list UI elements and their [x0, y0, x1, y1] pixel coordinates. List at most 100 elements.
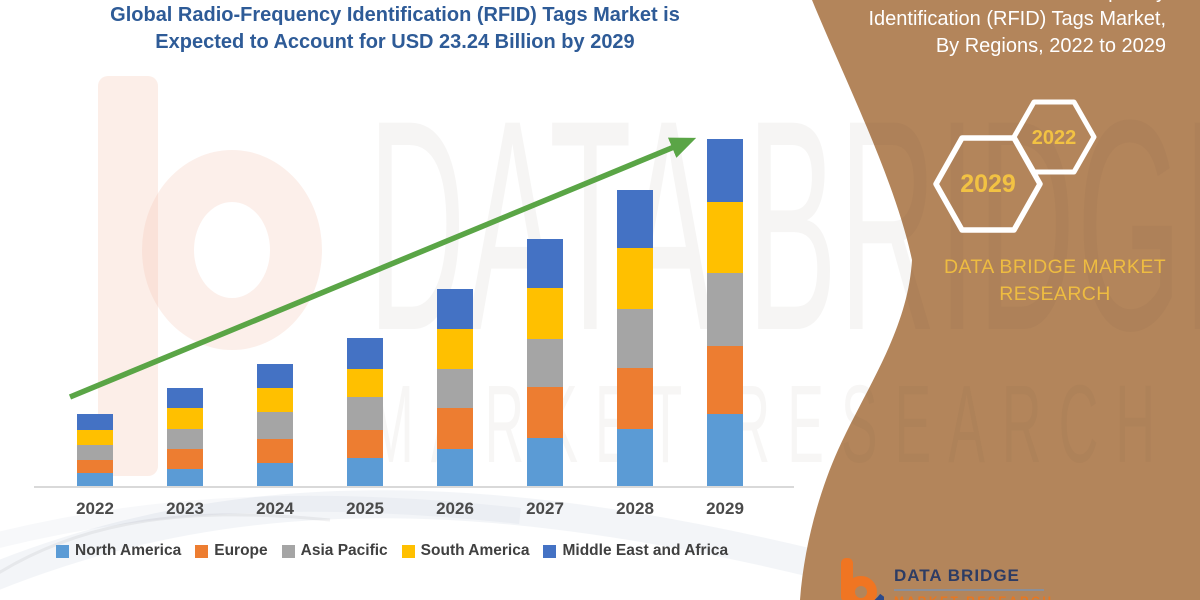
- segment-south-america: [527, 288, 563, 340]
- segment-europe: [617, 367, 653, 430]
- segment-asia-pacific: [617, 308, 653, 368]
- segment-south-america: [77, 430, 113, 446]
- segment-middle-east-and-africa: [77, 414, 113, 431]
- segment-europe: [77, 459, 113, 473]
- legend-label-asia-pacific: Asia Pacific: [300, 542, 388, 559]
- bar-column-2029: [680, 139, 770, 488]
- panel-heading: Global Radio-Frequency Identification (R…: [840, 0, 1166, 60]
- segment-middle-east-and-africa: [167, 388, 203, 409]
- hexagon-2022-label: 2022: [1032, 127, 1077, 149]
- stacked-bar-2023: [167, 388, 203, 488]
- segment-south-america: [257, 387, 293, 412]
- stacked-bar-2026: [437, 289, 473, 488]
- hexagon-year-badges: 2022 2029: [933, 99, 1097, 233]
- x-axis-line: [34, 486, 794, 488]
- segment-europe: [167, 448, 203, 470]
- segment-europe: [707, 346, 743, 415]
- segment-south-america: [617, 248, 653, 309]
- segment-north-america: [617, 429, 653, 488]
- footer-logo-subtitle: MARKET RESEARCH: [894, 594, 1054, 600]
- plot-area: [50, 138, 770, 488]
- x-label-2027: 2027: [526, 499, 564, 518]
- chart-title-line2: Expected to Account for USD 23.24 Billio…: [155, 31, 635, 53]
- stacked-bar-2022: [77, 414, 113, 488]
- legend-item-asia-pacific: Asia Pacific: [281, 542, 388, 560]
- bar-column-2025: [320, 338, 410, 488]
- segment-asia-pacific: [347, 397, 383, 431]
- legend-label-north-america: North America: [75, 542, 182, 559]
- segment-europe: [347, 430, 383, 458]
- stacked-bar-2028: [617, 189, 653, 488]
- bar-column-2026: [410, 289, 500, 488]
- segment-europe: [257, 438, 293, 463]
- legend-item-middle-east-and-africa: Middle East and Africa: [543, 542, 728, 560]
- legend-item-europe: Europe: [195, 542, 268, 560]
- segment-north-america: [257, 462, 293, 488]
- x-label-2024: 2024: [256, 499, 294, 518]
- bar-column-2027: [500, 238, 590, 488]
- segment-middle-east-and-africa: [437, 289, 473, 329]
- bar-column-2028: [590, 189, 680, 488]
- x-label-2026: 2026: [436, 499, 474, 518]
- panel-brand-line1: DATA BRIDGE MARKET: [943, 256, 1167, 278]
- footer-logo: DATA BRIDGE MARKET RESEARCH: [836, 554, 1054, 600]
- legend-item-south-america: South America: [401, 542, 530, 560]
- stacked-bar-2025: [347, 338, 383, 488]
- x-label-2025: 2025: [346, 499, 384, 518]
- panel-heading-line2: By Regions, 2022 to 2029: [935, 35, 1166, 57]
- panel-brand-line2: RESEARCH: [999, 283, 1111, 305]
- legend-marker-middle-east-and-africa: [543, 544, 557, 558]
- bar-column-2022: [50, 414, 140, 488]
- chart-title: Global Radio-Frequency Identification (R…: [0, 2, 790, 56]
- bar-column-2024: [230, 363, 320, 488]
- segment-asia-pacific: [527, 339, 563, 388]
- segment-north-america: [437, 449, 473, 488]
- segment-europe: [527, 387, 563, 439]
- legend-marker-asia-pacific: [281, 544, 295, 558]
- hexagon-2029-label: 2029: [960, 170, 1016, 198]
- segment-middle-east-and-africa: [617, 189, 653, 249]
- segment-middle-east-and-africa: [257, 363, 293, 388]
- segment-north-america: [707, 414, 743, 488]
- segment-north-america: [77, 473, 113, 488]
- x-label-2022: 2022: [76, 499, 114, 518]
- segment-south-america: [437, 328, 473, 370]
- segment-europe: [437, 407, 473, 449]
- legend: North America Europe Asia Pacific South Ame…: [56, 542, 728, 560]
- footer-logo-rule: [894, 589, 1044, 591]
- legend-marker-south-america: [401, 544, 415, 558]
- panel-heading-clipped-line: Global Radio-Frequency: [840, 0, 1166, 6]
- segment-asia-pacific: [257, 411, 293, 439]
- stacked-bar-2024: [257, 363, 293, 488]
- legend-label-europe: Europe: [214, 542, 268, 559]
- segment-north-america: [167, 469, 203, 488]
- legend-label-middle-east-and-africa: Middle East and Africa: [562, 542, 729, 559]
- x-labels: 2022 2023 2024 2025 2026 2027 2028 2029: [50, 499, 770, 519]
- databridge-logo-icon: [841, 558, 884, 600]
- segment-south-america: [707, 202, 743, 274]
- panel-heading-line1: Identification (RFID) Tags Market,: [868, 8, 1166, 30]
- segment-south-america: [347, 369, 383, 398]
- stacked-bar-2029: [707, 139, 743, 488]
- segment-middle-east-and-africa: [347, 338, 383, 370]
- segment-middle-east-and-africa: [707, 139, 743, 203]
- segment-north-america: [527, 438, 563, 488]
- segment-north-america: [347, 458, 383, 488]
- segment-asia-pacific: [167, 428, 203, 449]
- hexagon-2029: [933, 135, 1043, 233]
- panel-brand-text: DATA BRIDGE MARKET RESEARCH: [920, 254, 1190, 308]
- x-label-2023: 2023: [166, 499, 204, 518]
- segment-middle-east-and-africa: [527, 238, 563, 289]
- segment-south-america: [167, 408, 203, 429]
- chart-title-line1: Global Radio-Frequency Identification (R…: [110, 4, 680, 26]
- legend-marker-north-america: [56, 544, 69, 558]
- legend-label-south-america: South America: [420, 542, 530, 559]
- x-label-2028: 2028: [616, 499, 654, 518]
- x-label-2029: 2029: [706, 499, 744, 518]
- footer-logo-name: DATA BRIDGE: [894, 566, 1020, 585]
- bar-column-2023: [140, 388, 230, 488]
